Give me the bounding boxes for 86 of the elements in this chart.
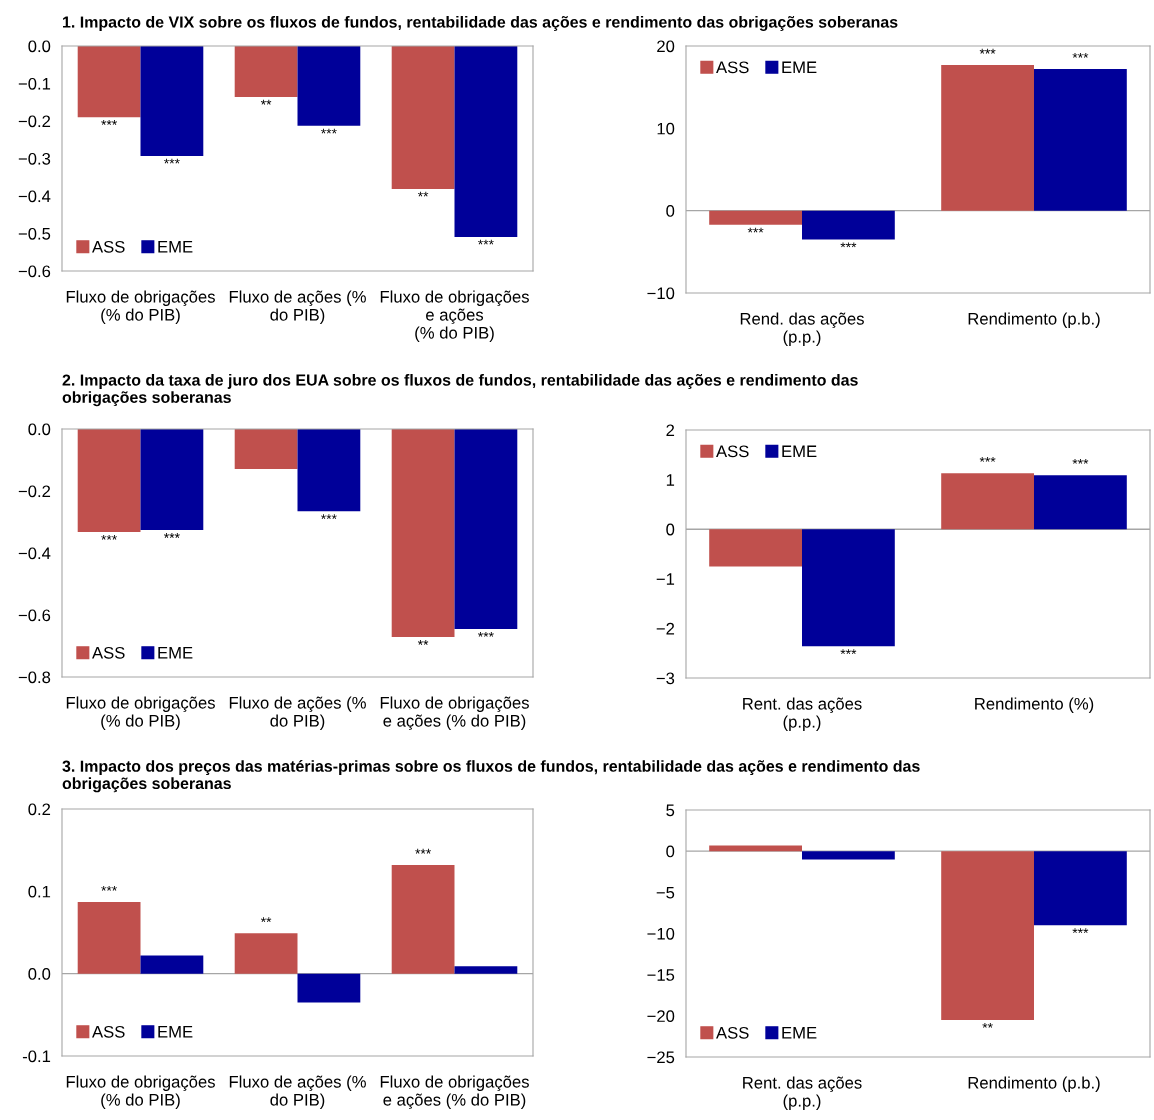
y-tick-label: 20 — [657, 40, 675, 53]
annotation: *** — [979, 48, 996, 54]
x-tick-label: Rend. das ações (p.p.) — [740, 312, 864, 347]
y-tick-label: −0.2 — [18, 485, 51, 498]
y-tick-label: −0.6 — [18, 265, 51, 278]
annotation: *** — [1072, 458, 1089, 464]
y-tick-label: −0.8 — [18, 671, 51, 684]
y-tick-label: −20 — [647, 1010, 675, 1023]
legend-label: EME — [782, 61, 817, 74]
y-tick-label: −0.6 — [18, 609, 51, 622]
y-tick-label: −1 — [656, 573, 675, 585]
annotation: *** — [321, 128, 337, 134]
y-tick-label: -0.1 — [22, 1050, 51, 1063]
y-tick-label: 1 — [666, 474, 675, 486]
legend-label: ASS — [92, 646, 125, 659]
annotation: *** — [415, 848, 431, 854]
x-tick-label: Rendimento (p.b.) — [968, 1076, 1100, 1092]
y-tick-label: −25 — [647, 1051, 675, 1064]
y-tick-label: 2 — [666, 424, 675, 437]
x-tick-label: Fluxo de ações (% do PIB) — [229, 290, 366, 324]
x-tick-label: Fluxo de obrigações (% do PIB) — [66, 696, 215, 730]
y-tick-label: −10 — [647, 287, 675, 300]
y-tick-label: −0.2 — [18, 115, 51, 128]
x-tick-label: Fluxo de ações (% do PIB) — [229, 1075, 366, 1109]
y-tick-label: −0.1 — [18, 77, 51, 90]
annotation: *** — [164, 533, 180, 538]
annotation: *** — [478, 631, 494, 637]
annotation: *** — [101, 885, 117, 891]
annotation: ** — [260, 917, 272, 923]
chart-title: 1. Impacto de VIX sobre os fluxos de fundos, rentabilidade das ações e rendimento das obrigações soberanas — [63, 16, 898, 31]
annotation: *** — [840, 242, 857, 248]
legend-label: EME — [158, 1026, 193, 1038]
legend-label: EME — [158, 647, 193, 659]
y-tick-label: −15 — [647, 969, 675, 981]
y-tick-label: −3 — [656, 672, 675, 685]
y-tick-label: 5 — [666, 804, 675, 817]
y-tick-label: 0.0 — [28, 423, 51, 436]
x-tick-label: Rendimento (%) — [975, 697, 1094, 713]
x-tick-label: Fluxo de obrigações e ações (% do PIB) — [380, 696, 529, 731]
y-tick-label: 0 — [666, 205, 675, 217]
y-tick-label: 0.1 — [28, 885, 51, 898]
annotation: ** — [982, 1022, 993, 1028]
annotation: *** — [321, 514, 337, 520]
y-tick-label: −0.5 — [18, 227, 51, 240]
annotation: ** — [417, 640, 429, 645]
legend-label: ASS — [92, 1025, 125, 1038]
y-tick-label: 0.2 — [28, 803, 51, 816]
annotation: *** — [164, 158, 180, 164]
legend-label: EME — [782, 445, 817, 458]
annotation: *** — [101, 120, 117, 125]
annotation: *** — [840, 649, 857, 655]
y-tick-label: 0.0 — [28, 40, 51, 53]
y-tick-label: 0 — [666, 845, 675, 858]
y-tick-label: 0 — [666, 523, 675, 536]
legend-label: EME — [782, 1027, 817, 1039]
legend-label: ASS — [92, 240, 125, 253]
x-tick-label: Fluxo de obrigações e ações (% do PIB) — [380, 290, 529, 343]
annotation: ** — [417, 191, 429, 197]
annotation: *** — [101, 534, 117, 540]
x-tick-label: Fluxo de obrigações (% do PIB) — [66, 290, 215, 324]
legend-label: ASS — [716, 445, 749, 458]
annotation: *** — [979, 456, 996, 462]
y-tick-label: −5 — [656, 886, 675, 899]
legend-label: ASS — [716, 1026, 749, 1039]
y-tick-label: −0.4 — [18, 190, 51, 203]
y-tick-label: −0.4 — [18, 547, 51, 560]
y-tick-label: −0.3 — [18, 152, 51, 165]
y-tick-label: −10 — [647, 927, 675, 940]
x-tick-label: Rent. das ações (p.p.) — [743, 697, 862, 732]
annotation: *** — [1072, 928, 1089, 934]
chart-title: 2. Impacto da taxa de juro dos EUA sobre os fluxos de fundos, rentabilidade das ações e rendimento das obrigações soberanas — [62, 374, 858, 407]
chart-title: 3. Impacto dos preços das matérias-primas sobre os fluxos de fundos, rentabilidade das ações e rendimento das obrigações soberanas — [62, 760, 920, 793]
annotation: *** — [747, 227, 764, 233]
y-tick-label: −2 — [656, 622, 675, 635]
x-tick-label: Fluxo de obrigações (% do PIB) — [66, 1075, 215, 1109]
y-tick-label: 0.0 — [28, 968, 51, 980]
x-tick-label: Fluxo de ações (% do PIB) — [229, 696, 366, 730]
x-tick-label: Rent. das ações (p.p.) — [743, 1076, 862, 1111]
annotation: ** — [260, 99, 272, 105]
y-tick-label: 10 — [657, 122, 675, 135]
legend-label: ASS — [716, 61, 749, 74]
x-tick-label: Rendimento (p.b.) — [968, 312, 1100, 328]
annotation: *** — [478, 239, 494, 245]
legend-label: EME — [158, 241, 193, 253]
annotation: *** — [1072, 52, 1089, 58]
x-tick-label: Fluxo de obrigações e ações (% do PIB) — [380, 1075, 529, 1110]
